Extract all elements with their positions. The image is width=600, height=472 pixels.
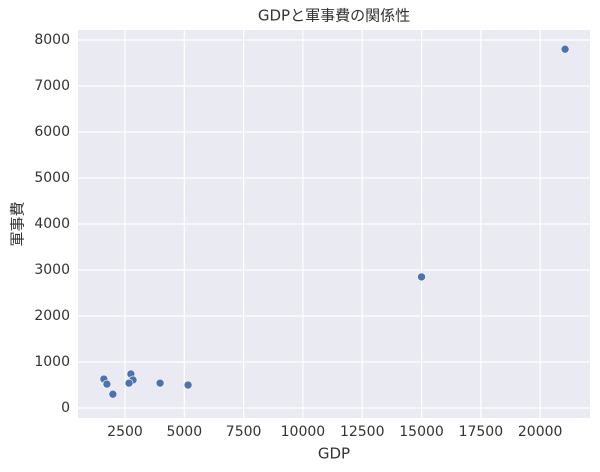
x-tick-label: 17500 — [459, 424, 504, 440]
point — [417, 272, 426, 282]
point — [108, 389, 118, 399]
y-tick-label: 6000 — [34, 124, 70, 140]
x-tick-label: 20000 — [518, 424, 563, 440]
y-tick-label: 8000 — [34, 32, 70, 48]
x-tick-label: 15000 — [399, 424, 444, 440]
x-tick-label: 12500 — [340, 424, 385, 440]
y-tick-label: 2000 — [34, 308, 70, 324]
y-tick-label: 7000 — [34, 78, 70, 94]
y-axis-label: 軍事費 — [9, 201, 27, 246]
x-axis-label: GDP — [318, 445, 350, 463]
point — [102, 379, 112, 389]
y-tick-label: 1000 — [34, 354, 70, 370]
y-tick-label: 3000 — [34, 262, 70, 278]
x-tick-label: 5000 — [166, 424, 202, 440]
point — [124, 378, 134, 388]
point — [155, 378, 165, 388]
point — [560, 44, 570, 54]
y-tick-label: 4000 — [34, 216, 70, 232]
chart-title: GDPと軍事費の関係性 — [258, 7, 410, 25]
point — [183, 380, 193, 390]
x-tick-label: 10000 — [281, 424, 326, 440]
x-tick-label: 7500 — [226, 424, 262, 440]
y-tick-label: 5000 — [34, 170, 70, 186]
y-tick-label: 0 — [61, 400, 70, 416]
x-tick-label: 2500 — [107, 424, 143, 440]
